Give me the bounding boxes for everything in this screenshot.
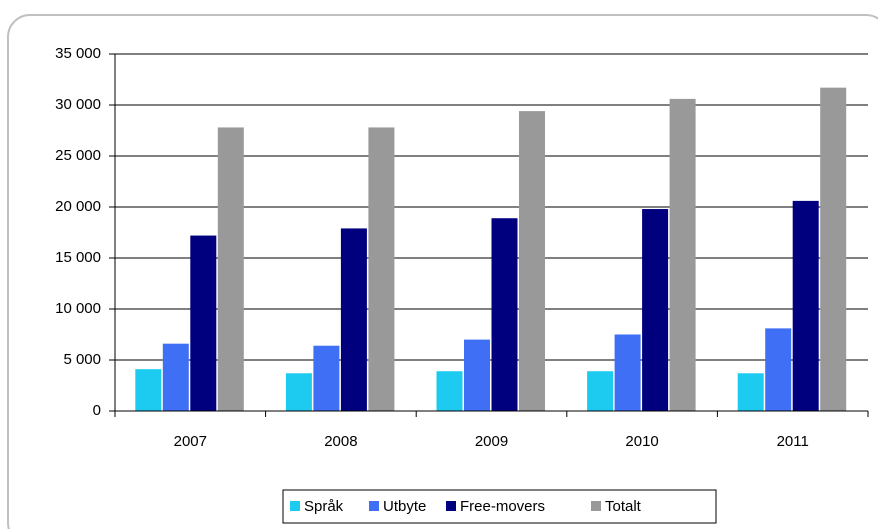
y-tick-label: 5 000 xyxy=(63,351,101,368)
bar xyxy=(792,200,819,411)
x-tick-label: 2009 xyxy=(475,433,508,450)
legend-swatch xyxy=(591,501,601,511)
y-tick-label: 20 000 xyxy=(55,198,101,215)
bar xyxy=(285,373,312,411)
x-tick-label: 2010 xyxy=(625,433,658,450)
y-tick-label: 30 000 xyxy=(55,96,101,113)
bar xyxy=(313,345,340,411)
y-tick-label: 15 000 xyxy=(55,249,101,266)
bar xyxy=(368,127,395,411)
bar xyxy=(614,334,641,411)
bar xyxy=(519,111,545,412)
x-tick-label: 2008 xyxy=(324,433,357,450)
legend-box xyxy=(282,489,717,524)
y-tick-label: 0 xyxy=(93,402,101,419)
bar xyxy=(737,373,764,411)
legend-label: Utbyte xyxy=(383,498,426,515)
bar xyxy=(340,228,367,411)
bar xyxy=(820,87,847,411)
bar xyxy=(491,218,518,411)
bar xyxy=(669,98,696,411)
bar xyxy=(135,369,162,411)
bar xyxy=(642,209,669,411)
y-tick-label: 10 000 xyxy=(55,300,101,317)
legend-swatch xyxy=(446,501,456,511)
y-tick-label: 35 000 xyxy=(55,45,101,62)
x-tick-label: 2007 xyxy=(174,433,207,450)
bar xyxy=(436,371,463,411)
legend-label: Free-movers xyxy=(460,498,545,515)
legend-label: Totalt xyxy=(605,498,642,515)
bar xyxy=(217,127,244,411)
bar xyxy=(765,328,792,411)
legend-label: Språk xyxy=(304,498,344,515)
legend-swatch xyxy=(290,501,300,511)
bar xyxy=(162,343,189,411)
bar xyxy=(190,235,217,411)
x-tick-label: 2011 xyxy=(777,433,809,450)
bar xyxy=(587,371,614,411)
chart-frame xyxy=(7,14,878,529)
y-tick-label: 25 000 xyxy=(55,147,101,164)
legend-swatch xyxy=(369,501,379,511)
bar xyxy=(464,339,490,411)
